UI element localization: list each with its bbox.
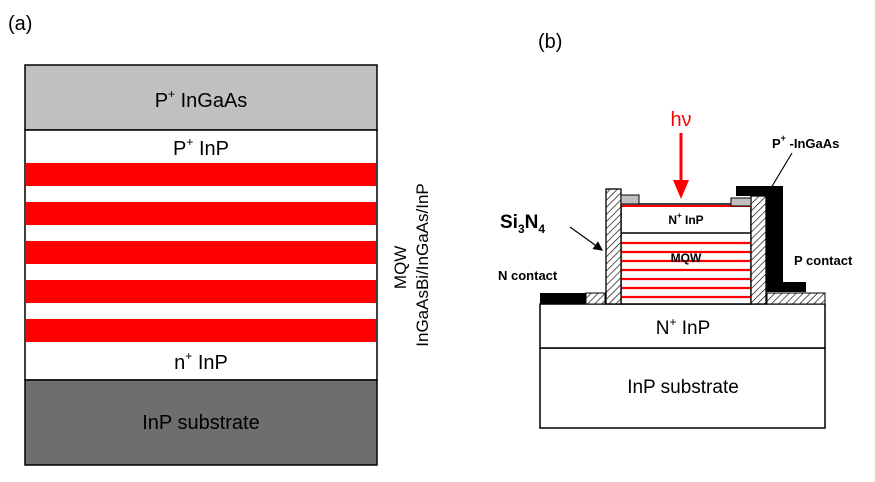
panel-b-label: (b) [538, 31, 562, 53]
passivation-base-right [766, 292, 826, 305]
cap-layer [24, 64, 378, 131]
n-inp-label: N+ InP [656, 315, 711, 339]
passivation-base-left [585, 292, 606, 305]
si3n4-pointer [569, 226, 603, 251]
mqw-side-label: MQW InGaAsBi/InGaAs/InP [391, 183, 432, 346]
mesa-top-label: N+ InP [668, 211, 703, 227]
panel-b: (b) InP substrate N+ InP N+ InP MQW [498, 31, 853, 429]
cap-layer-label: P+ InGaAs [155, 87, 248, 112]
upper-inp-label: P+ InP [173, 135, 229, 160]
substrate-label-b: InP substrate [627, 377, 739, 398]
photon-label: hν [670, 109, 691, 131]
panel-a: (a) P+ InGaAs P+ InP n+ InP InP substrat… [8, 13, 432, 466]
top-pad-left [620, 194, 640, 205]
n-inp-layer [539, 303, 826, 349]
substrate-label-a: InP substrate [142, 412, 259, 434]
top-pad-right [730, 197, 752, 207]
mqw-stripe [26, 280, 376, 303]
mqw-lines [621, 241, 751, 299]
panel-a-label: (a) [8, 13, 32, 35]
substrate-layer-a [24, 379, 378, 466]
mqw-label-b: MQW [671, 251, 702, 265]
passivation-wall-left [605, 188, 622, 305]
p-contact-metal-side [766, 196, 806, 292]
mqw-stripe [26, 319, 376, 342]
p-contact-metal [736, 186, 783, 198]
mqw-stripe [26, 241, 376, 264]
n-contact-pad [540, 293, 586, 304]
si3n4-label: Si3N4 [500, 212, 545, 236]
p-contact-label: P contact [794, 253, 853, 268]
n-contact-label: N contact [498, 268, 558, 283]
mqw-stripe [26, 202, 376, 225]
photon-arrow-head [673, 180, 689, 199]
mqw-stripe [26, 163, 376, 186]
p-ingaas-label: P+ -InGaAs [772, 133, 839, 151]
lower-inp-label: n+ InP [174, 349, 228, 374]
p-ingaas-pointer [770, 152, 793, 189]
mqw-stripes [26, 163, 376, 342]
passivation-wall-right [750, 195, 767, 305]
